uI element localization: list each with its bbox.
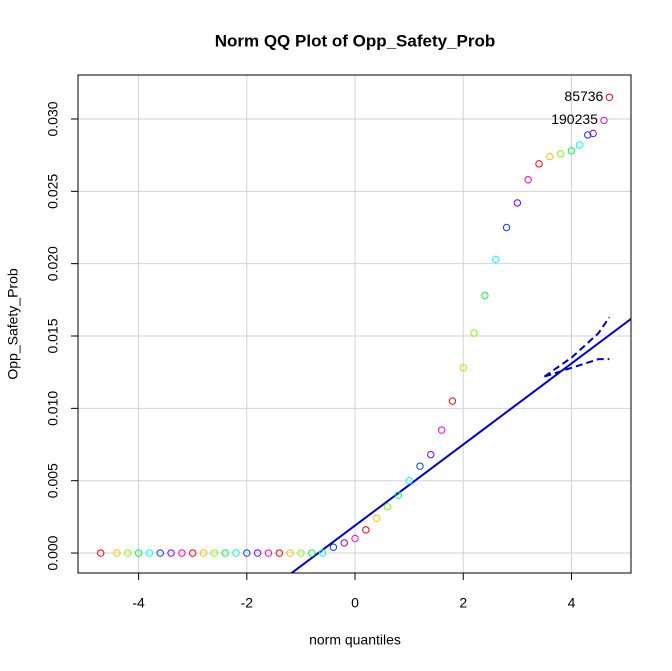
point (513, 199, 522, 207)
y-tick-label: 0.015 (45, 318, 61, 353)
point (427, 450, 435, 459)
point (481, 291, 489, 300)
y-tick-label: 0.020 (45, 246, 61, 281)
point (351, 534, 359, 543)
point (253, 549, 262, 557)
y-tick-label: 0.000 (45, 535, 61, 570)
point (113, 549, 121, 557)
point (97, 549, 105, 557)
x-tick-label: 4 (568, 595, 576, 611)
point (156, 549, 164, 557)
x-tick-label: 0 (351, 595, 359, 611)
envelope-lower (544, 358, 610, 378)
point (178, 549, 186, 557)
point (243, 549, 251, 557)
point (405, 476, 413, 485)
point (221, 549, 229, 557)
chart-title: Norm QQ Plot of Opp_Safety_Prob (215, 31, 496, 50)
point (329, 543, 338, 551)
point (264, 549, 273, 557)
point (340, 539, 348, 547)
point (502, 223, 511, 232)
point (124, 549, 132, 557)
point (492, 255, 500, 264)
x-tick-label: 2 (459, 595, 467, 611)
point (524, 176, 532, 184)
point (308, 549, 316, 557)
point (383, 503, 392, 511)
point (372, 514, 381, 523)
annotation: 85736 (564, 88, 603, 104)
y-tick-label: 0.005 (45, 463, 61, 498)
point (459, 364, 467, 372)
point (470, 329, 478, 337)
plot-frame (77, 74, 632, 574)
y-tick-label: 0.030 (45, 101, 61, 136)
point (605, 93, 614, 101)
point (189, 549, 197, 557)
point (286, 549, 294, 557)
point (275, 549, 283, 557)
point (535, 160, 543, 168)
y-axis-label: Opp_Safety_Prob (5, 268, 21, 380)
x-axis-label: norm quantiles (309, 632, 401, 648)
point (556, 150, 565, 158)
y-tick-label: 0.025 (45, 174, 61, 209)
point (575, 141, 584, 149)
point (448, 397, 457, 405)
reference-line (289, 318, 631, 573)
x-tick-label: -4 (132, 595, 145, 611)
annotation: 190235 (551, 111, 598, 127)
point (416, 462, 424, 470)
x-tick-label: -2 (241, 595, 254, 611)
point (394, 491, 403, 499)
point (297, 549, 305, 557)
point (134, 549, 143, 557)
y-tick-label: 0.010 (45, 391, 61, 426)
point (318, 549, 327, 557)
point (210, 549, 219, 557)
point (362, 526, 370, 534)
point (232, 549, 240, 557)
point (199, 549, 208, 557)
point (145, 549, 154, 557)
point (589, 129, 597, 138)
point (437, 426, 446, 434)
envelope-upper (543, 316, 611, 378)
point (584, 131, 592, 139)
point (167, 549, 175, 557)
point (546, 152, 554, 161)
point (567, 147, 576, 155)
point (600, 116, 608, 125)
